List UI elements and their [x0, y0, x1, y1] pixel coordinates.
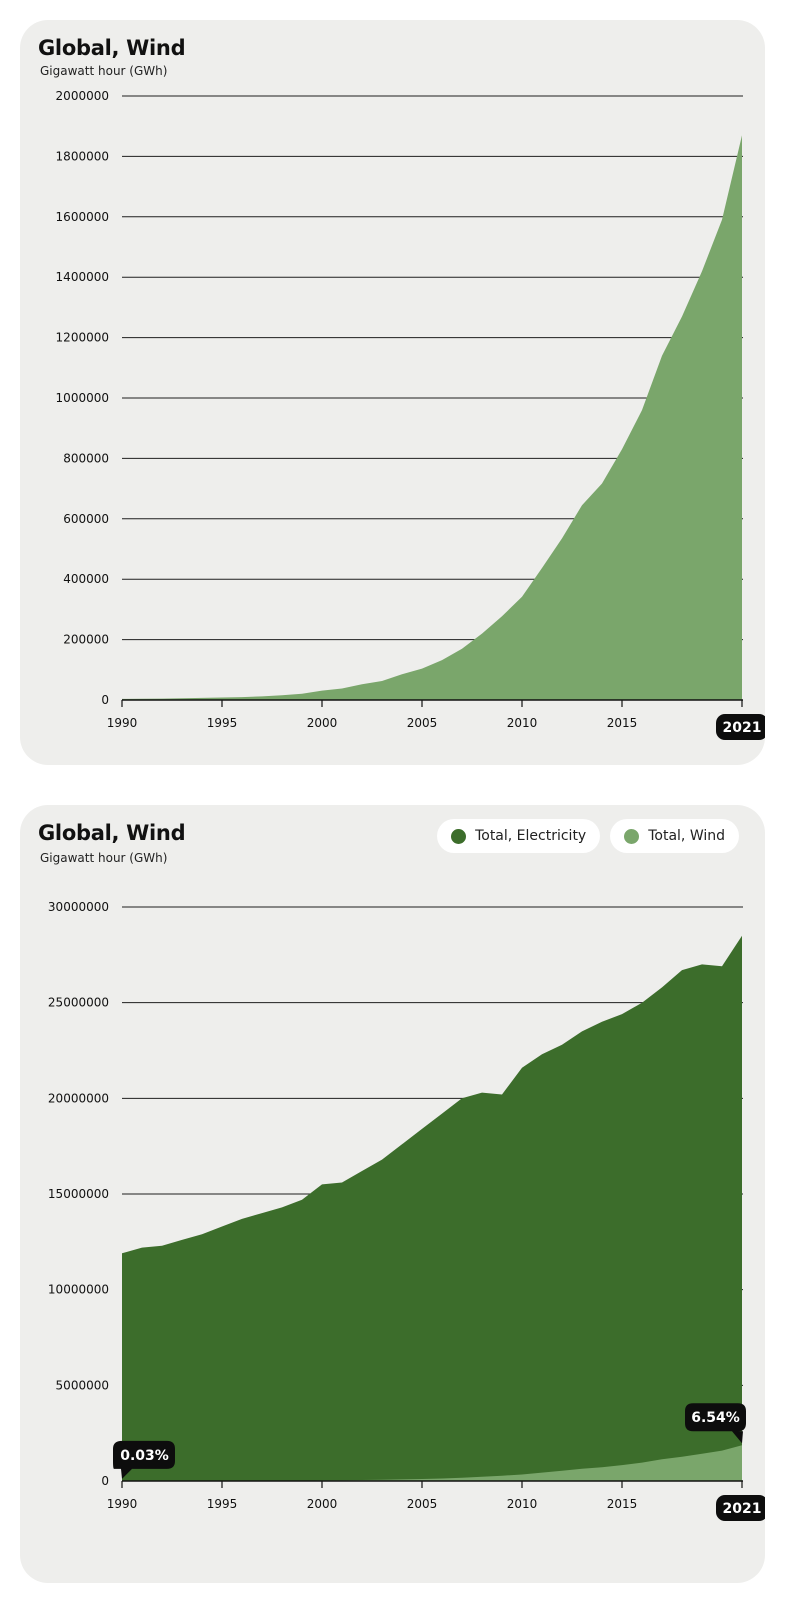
- y-tick-label: 15000000: [48, 1187, 109, 1201]
- x-highlight-badge: [716, 1495, 765, 1521]
- x-tick-label: 1990: [107, 1497, 138, 1511]
- x-tick-label: 2005: [407, 716, 438, 730]
- area-series-1: [122, 1445, 742, 1481]
- y-tick-label: 800000: [63, 451, 109, 465]
- electricity-wind-area-chart: 0 5000000 10000000 15000000 20000000 25000000…: [48, 900, 765, 1521]
- x-tick-label: 1995: [207, 716, 238, 730]
- y-tick-label: 5000000: [56, 1378, 109, 1392]
- y-tick-label: 30000000: [48, 900, 109, 914]
- y-tick-label: 25000000: [48, 996, 109, 1010]
- legend-item: Total, Wind: [610, 819, 739, 853]
- x-tick-label: 2015: [607, 1497, 638, 1511]
- y-tick-label: 400000: [63, 572, 109, 586]
- y-tick-label: 1000000: [56, 391, 109, 405]
- y-tick-label: 10000000: [48, 1283, 109, 1297]
- y-tick-label: 0: [101, 1474, 109, 1488]
- wind-chart-card: Global, Wind Gigawatt hour (GWh) 0 200000…: [20, 20, 765, 765]
- electricity-vs-wind-chart-card: Global, Wind Gigawatt hour (GWh) Total, …: [20, 805, 765, 1583]
- x-tick-label: 2010: [507, 716, 538, 730]
- y-tick-label: 0: [101, 693, 109, 707]
- chart-title: Global, Wind: [38, 821, 186, 845]
- legend-label: Total, Wind: [648, 828, 725, 844]
- y-tick-label: 1800000: [56, 149, 109, 163]
- x-highlight-label: 2021: [723, 720, 762, 736]
- area-series-0: [122, 135, 742, 701]
- x-tick-label: 1995: [207, 1497, 238, 1511]
- y-tick-label: 1600000: [56, 210, 109, 224]
- legend-swatch: [624, 828, 640, 844]
- legend-label: Total, Electricity: [475, 828, 587, 844]
- annotation-badge: [113, 1440, 175, 1479]
- x-tick-label: 1990: [107, 716, 138, 730]
- x-tick-label: 2015: [607, 716, 638, 730]
- legend-item: Total, Electricity: [437, 819, 601, 853]
- x-highlight-label: 2021: [723, 1501, 762, 1517]
- chart-subtitle: Gigawatt hour (GWh): [40, 851, 168, 865]
- legend-swatch: [451, 828, 467, 844]
- y-tick-label: 1200000: [56, 331, 109, 345]
- y-tick-label: 200000: [63, 633, 109, 647]
- wind-area-chart: 0 200000 400000 600000 800000 1000000 1200000 1…: [56, 89, 765, 740]
- x-highlight-badge: [716, 714, 765, 740]
- x-tick-label: 2000: [307, 716, 338, 730]
- chart-title: Global, Wind: [38, 36, 186, 60]
- y-tick-label: 2000000: [56, 89, 109, 103]
- x-tick-label: 2000: [307, 1497, 338, 1511]
- y-tick-label: 1400000: [56, 270, 109, 284]
- y-tick-label: 20000000: [48, 1091, 109, 1105]
- area-series-0: [122, 935, 742, 1481]
- x-tick-label: 2005: [407, 1497, 438, 1511]
- x-tick-label: 2010: [507, 1497, 538, 1511]
- annotation-badge: [685, 1403, 746, 1444]
- chart-subtitle: Gigawatt hour (GWh): [40, 64, 168, 78]
- chart-legend: Total, Electricity Total, Wind: [437, 819, 739, 853]
- y-tick-label: 600000: [63, 512, 109, 526]
- annotation-label: 6.54%: [691, 1410, 740, 1426]
- annotation-label: 0.03%: [120, 1448, 169, 1464]
